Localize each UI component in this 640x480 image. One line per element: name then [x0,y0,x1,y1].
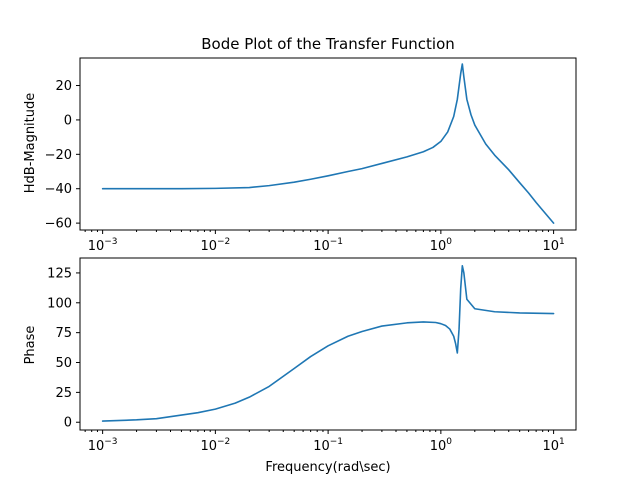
phase-panel: 10−3 10−2 10−1 100 101 0 25 50 75 100 125 [47,257,577,454]
phase-series-line [101,264,555,422]
magnitude-series-line [101,63,555,224]
phase-x-tick-label: 100 [430,437,453,454]
magnitude-panel: 10−3 10−2 10−1 100 101 −60 −40 −20 0 20 [45,57,577,254]
magnitude-y-tick-label: −20 [45,148,72,163]
magnitude-y-tick-label: 20 [55,79,72,94]
frequency-xlabel: Frequency(rad\sec) [265,460,390,475]
phase-y-tick-label: 0 [64,416,72,431]
magnitude-ylabel: HdB-Magnitude [23,93,38,194]
phase-x-tick-label: 10−2 [200,437,230,454]
magnitude-y-tick-label: 0 [64,113,72,128]
magnitude-y-tick-label: −40 [45,182,72,197]
magnitude-x-tick-label: 101 [542,237,564,254]
phase-y-tick-label: 125 [47,266,72,281]
phase-x-tick-label: 10−3 [88,437,118,454]
magnitude-x-tick-label: 100 [430,237,453,254]
phase-y-tick-label: 100 [47,296,72,311]
magnitude-x-tick-label: 10−2 [200,237,230,254]
phase-ylabel: Phase [23,326,38,365]
phase-x-tick-label: 10−1 [313,437,343,454]
magnitude-y-tick-label: −60 [45,217,72,232]
phase-y-tick-label: 50 [55,356,72,371]
phase-x-tick-label: 101 [542,437,564,454]
phase-y-tick-label: 75 [55,326,72,341]
magnitude-x-tick-label: 10−1 [313,237,343,254]
phase-y-tick-label: 25 [55,386,72,401]
chart-title: Bode Plot of the Transfer Function [201,35,455,53]
magnitude-x-tick-label: 10−3 [88,237,118,254]
